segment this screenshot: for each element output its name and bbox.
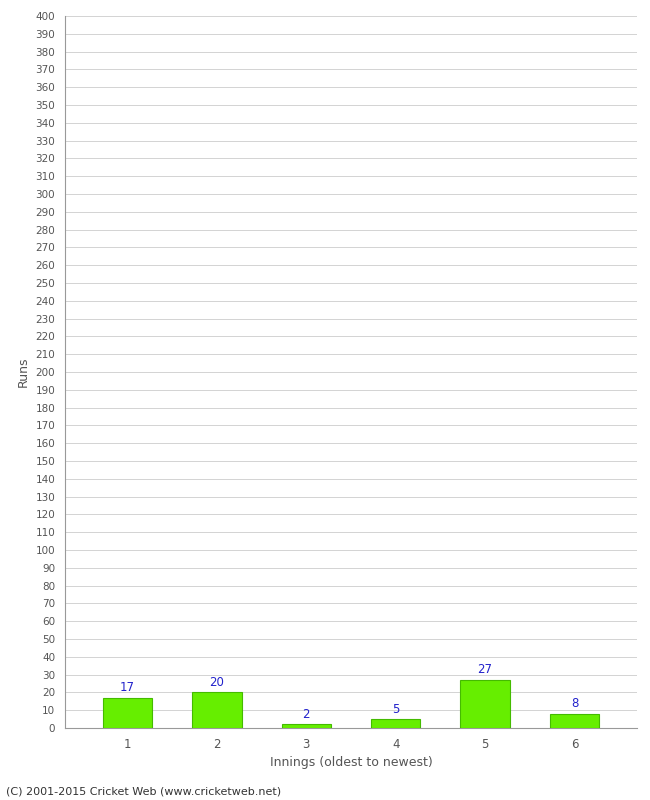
Text: 8: 8 [571,698,578,710]
Text: 20: 20 [209,676,224,689]
Text: 2: 2 [302,708,310,721]
Y-axis label: Runs: Runs [17,357,30,387]
Bar [460,680,510,728]
Bar [103,698,152,728]
Bar [550,714,599,728]
Text: (C) 2001-2015 Cricket Web (www.cricketweb.net): (C) 2001-2015 Cricket Web (www.cricketwe… [6,786,281,796]
Bar [371,719,421,728]
Text: 17: 17 [120,681,135,694]
Bar [281,725,331,728]
X-axis label: Innings (oldest to newest): Innings (oldest to newest) [270,756,432,770]
Text: 5: 5 [392,702,399,715]
Bar [192,693,242,728]
Text: 27: 27 [478,663,493,676]
